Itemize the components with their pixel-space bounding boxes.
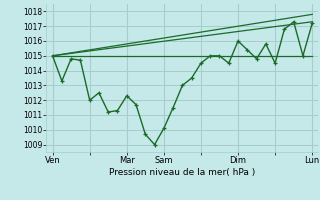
X-axis label: Pression niveau de la mer( hPa ): Pression niveau de la mer( hPa ) <box>109 168 256 177</box>
